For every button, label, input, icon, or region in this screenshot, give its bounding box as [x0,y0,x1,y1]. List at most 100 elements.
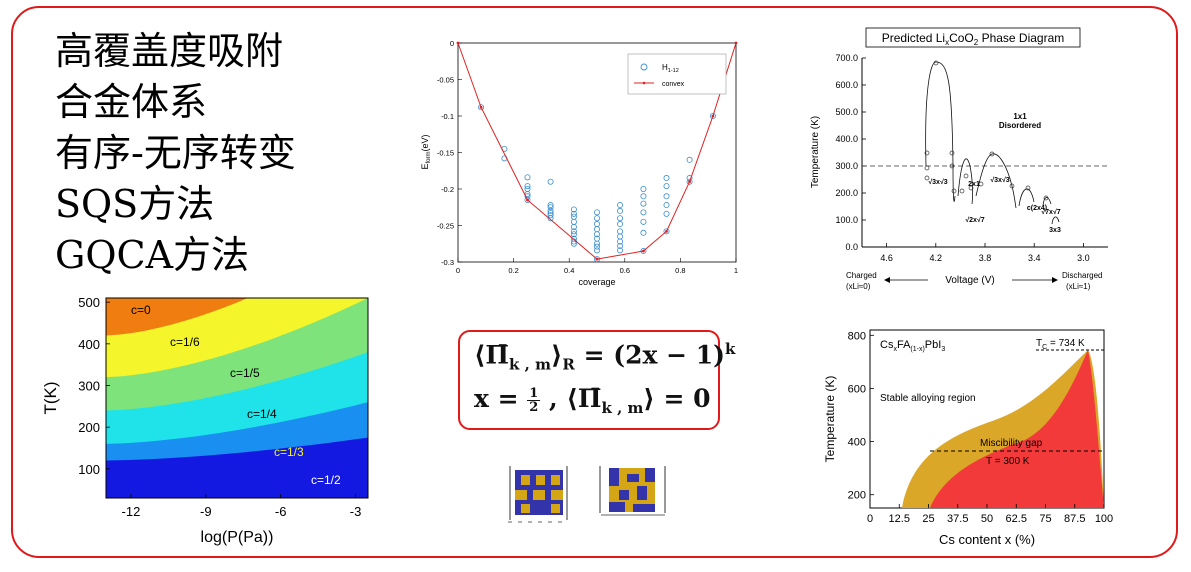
x-tick-label: -9 [200,504,212,519]
region-label: c=1/5 [230,366,260,380]
y-tick-label: 600 [848,383,866,395]
topic-item: 有序-无序转变 [55,131,296,175]
y-tick-label: -0.3 [441,258,454,267]
hull-vertex [642,249,645,253]
hull-vertex [526,198,529,202]
x-tick-label: 3.0 [1077,253,1090,263]
legend: H1-12 convex [627,53,727,95]
x-tick-label: 3.8 [979,253,992,263]
y-tick-label: -0.15 [437,149,454,158]
phase-label: 1x1 [1013,112,1027,121]
legend-label: H1-12 [662,63,679,74]
region-label: c=1/6 [170,335,200,349]
data-point [709,113,716,120]
hull-vertex [688,180,691,184]
spinodal-region [930,350,1104,508]
data-point [547,204,554,211]
phase-label: 3x3 [1049,227,1061,234]
data-point [663,183,670,190]
data-point [617,247,624,254]
x-tick-label: 37.5 [947,513,968,525]
x-axis-label: Voltage (V) [945,275,994,286]
data-point [547,207,554,214]
chart-title: CsxFA(1-x)PbI3 [880,339,945,353]
data-point [593,221,600,228]
y-tick-label: 100.0 [835,215,858,225]
data-point [593,209,600,216]
x-tick-label: 62.5 [1006,513,1027,525]
hull-vertex [665,229,668,233]
y-tick-label: 500 [78,295,100,310]
y-axis-label: T(K) [41,381,60,414]
checker-tile-a [515,470,563,515]
phase-points [924,60,1049,201]
y-tick-label: 400.0 [835,134,858,144]
data-point [570,206,577,213]
x-axis-label: log(P(Pa)) [201,529,274,546]
x-tick-label: 75 [1039,513,1051,525]
hull-vertex [479,105,483,109]
hull-vertex [734,41,738,45]
y-tick-label: 500.0 [835,107,858,117]
x-tick-label: 0.8 [675,266,685,275]
y-tick-label: 0.0 [845,242,858,252]
data-point [617,233,624,240]
phase-label: Disordered [999,121,1041,130]
phase-label: √2x√7 [965,216,984,224]
data-point [547,178,554,185]
x-tick-label: 1 [734,266,738,275]
data-point [570,240,577,247]
chart-title: Predicted LixCoO2 Phase Diagram [882,31,1065,47]
dome-2x1 [957,158,973,205]
data-point [640,209,647,216]
y-tick-label: 200 [848,490,866,502]
region-label: c=1/4 [247,407,277,421]
data-point [640,185,647,192]
y-axis-label: Eform(eV) [420,134,432,169]
y-tick-label: 600.0 [835,80,858,90]
data-point [593,240,600,247]
formula-line-1: ⟨Π̄k , m⟩R = (2x − 1)k [474,340,736,374]
footer-right-line1: Discharged [1062,271,1102,280]
ordered-structure-icons [508,466,666,523]
x-tick-label: 87.5 [1064,513,1085,525]
data-point [640,193,647,200]
footer-left-line1: Charged [846,271,877,280]
data-point [570,228,577,235]
data-point [640,200,647,207]
data-point [593,215,600,222]
data-point [617,207,624,214]
phase-label: √3x√3 [928,178,947,186]
y-tick-label: 400 [78,337,100,352]
y-tick-label: 400 [848,437,866,449]
x-tick-label: 0.4 [564,266,574,275]
region-label: c=0 [131,303,151,317]
data-point [547,202,554,209]
y-tick-label: -0.2 [441,185,454,194]
data-point [570,223,577,230]
x-tick-label: 50 [981,513,993,525]
y-axis-label: Temperature (K) [823,376,837,463]
data-point [640,218,647,225]
main-phase-boundary [925,61,956,202]
region-outline [106,498,368,519]
y-tick-label: -0.25 [437,222,454,231]
data-point [570,218,577,225]
hull-vertex [595,257,599,261]
y-tick-label: 0 [450,39,454,48]
coverage-stability-map: 100 200 300 400 500 -12 -9 -6 -3 c=0 c=1/6 c=1/5 c… [41,295,369,546]
y-tick-label: -0.1 [441,112,454,121]
topic-item: 高覆盖度吸附 [55,29,284,73]
data-point [663,193,670,200]
region-label: c=1/2 [311,473,341,487]
data-point [617,202,624,209]
x-tick-label: -6 [275,504,287,519]
data-point [663,228,670,235]
topic-list: 高覆盖度吸附 合金体系 有序-无序转变 SQS方法 GQCA方法 [55,26,296,281]
topic-item: 合金体系 [55,80,208,124]
data-point [478,104,485,111]
x-tick-label: 25 [922,513,934,525]
